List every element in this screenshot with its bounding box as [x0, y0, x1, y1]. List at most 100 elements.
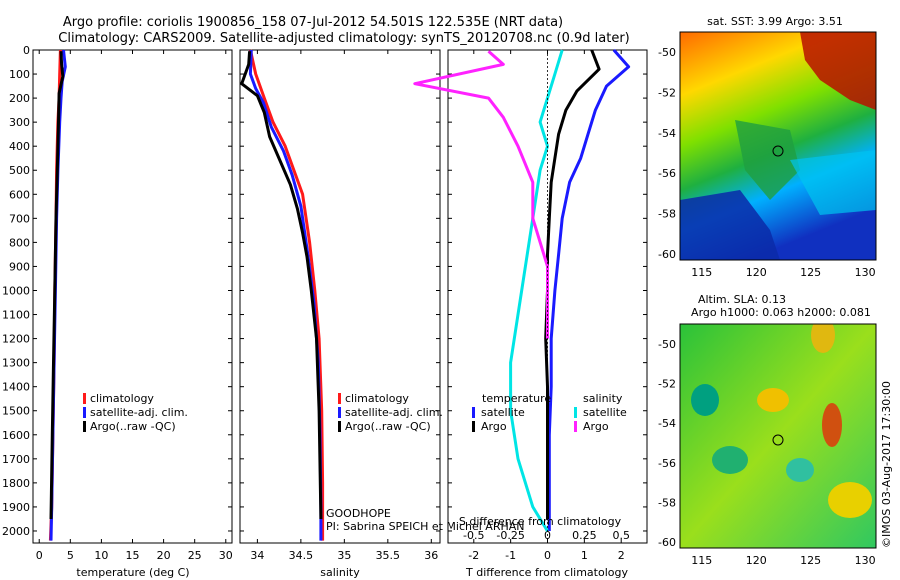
sst_map-xtick-label: 125 [800, 266, 821, 279]
sst-cyan-band [790, 150, 876, 215]
depth-tick-label: 200 [9, 92, 30, 105]
depth-tick-label: 2000 [2, 525, 30, 538]
sst-map-title: sat. SST: 3.99 Argo: 3.51 [707, 15, 843, 28]
legend-header-salinity: salinity [583, 392, 623, 405]
sla_map-xtick-label: 115 [691, 554, 712, 567]
sla-anomaly-high-4 [828, 482, 872, 518]
difference-xtick-top-label: 0.25 [572, 529, 597, 542]
depth-tick-label: 1300 [2, 357, 30, 370]
sst_map-xtick-label: 120 [746, 266, 767, 279]
salinity-xtick-label: 34 [250, 549, 264, 562]
temperature-xtick-label: 20 [157, 549, 171, 562]
title-line-2: Climatology: CARS2009. Satellite-adjuste… [58, 31, 630, 46]
sla-anomaly-low-3 [786, 458, 814, 482]
temperature-xtick-label: 30 [219, 549, 233, 562]
salinity-axis-label: salinity [320, 566, 360, 579]
salinity-legend: climatology satellite-adj. clim. Argo(..… [338, 392, 443, 433]
salinity-xtick-label: 35.5 [376, 549, 401, 562]
depth-tick-label: 1900 [2, 501, 30, 514]
sla_map-xtick-label: 125 [800, 554, 821, 567]
pi-label: PI: Sabrina SPEICH et Michel ARHAN [326, 520, 525, 533]
depth-tick-label: 1700 [2, 453, 30, 466]
temperature-axis-label: temperature (deg C) [76, 566, 189, 579]
depth-tick-label: 1100 [2, 309, 30, 322]
sst-argo-marker [772, 145, 784, 157]
legend-label-satellite: satellite-adj. clim. [345, 406, 443, 419]
sla-anomaly-low-1 [691, 384, 719, 416]
depth-tick-label: 300 [9, 116, 30, 129]
legend-swatch-argo [338, 421, 341, 432]
depth-tick-label: 1200 [2, 333, 30, 346]
legend-swatch-climatology [338, 393, 341, 404]
temperature-xtick-label: 0 [36, 549, 43, 562]
sla_map-ytick-label: -58 [658, 496, 676, 509]
depth-tick-label: 700 [9, 212, 30, 225]
sst_map-xtick-label: 130 [855, 266, 876, 279]
legend-label-climatology: climatology [345, 392, 409, 405]
difference-xtick-label: -1 [505, 549, 516, 562]
series-layer [48, 49, 631, 541]
difference-legend: temperature salinity satellite Argo sate… [472, 392, 627, 433]
difference-series-temperature-satellite [547, 49, 631, 531]
sla-anomaly-high-2 [822, 403, 842, 447]
temperature-series-argo-raw-qc [49, 51, 65, 520]
depth-tick-label: 500 [9, 164, 30, 177]
axes-layer: 0 5 10 15 20 25 300100200300400500600700800900… [2, 44, 876, 567]
sla_map-ytick-label: -56 [658, 457, 676, 470]
legend-swatch-climatology [83, 393, 86, 404]
sla-argo-marker [772, 434, 784, 446]
sst_map-ytick-label: -56 [658, 167, 676, 180]
difference-series-salinity-satellite [509, 49, 564, 532]
sst_map-ytick-label: -54 [658, 127, 676, 140]
sla-anomaly-high-1 [811, 324, 835, 353]
difference-xtick-label: 0 [544, 549, 551, 562]
salinity-xtick-label: 34.5 [289, 549, 314, 562]
depth-tick-label: 1400 [2, 381, 30, 394]
depth-tick-label: 600 [9, 188, 30, 201]
depth-tick-label: 100 [9, 68, 30, 81]
temperature-xtick-label: 5 [67, 549, 74, 562]
temperature-xtick-label: 15 [126, 549, 140, 562]
difference-xtick-label: -2 [468, 549, 479, 562]
title-line-1: Argo profile: coriolis 1900856_158 07-Ju… [63, 15, 563, 30]
legend-header-temperature: temperature [482, 392, 551, 405]
sla_map-ytick-label: -54 [658, 417, 676, 430]
difference-xtick-top-label: -0.25 [496, 529, 524, 542]
sla_map-xtick-label: 130 [855, 554, 876, 567]
sla_map-xtick-label: 120 [746, 554, 767, 567]
project-label: GOODHOPE [326, 507, 391, 520]
legend-label-argo: Argo(..raw -QC) [90, 420, 176, 433]
sla-map-frame [679, 323, 877, 549]
difference-series-salinity-argo [413, 50, 549, 339]
sla_map-ytick-label: -52 [658, 377, 676, 390]
sst_map-ytick-label: -58 [658, 208, 676, 221]
legend-label-t-argo: Argo [481, 420, 507, 433]
sst_map-ytick-label: -50 [658, 46, 676, 59]
depth-tick-label: 1500 [2, 405, 30, 418]
sst_map-ytick-label: -52 [658, 87, 676, 100]
salinity-plot-frame [239, 49, 441, 544]
legend-swatch-argo [83, 421, 86, 432]
salinity-xtick-label: 35 [337, 549, 351, 562]
salinity-series-argo-raw-qc [240, 51, 323, 520]
legend-label-t-satellite: satellite [481, 406, 525, 419]
salinity-difference-axis-label: S difference from climatology [459, 515, 622, 528]
legend-swatch-s-argo [574, 421, 577, 432]
sla_map-ytick-label: -50 [658, 338, 676, 351]
legend-swatch-s-satellite [574, 407, 577, 418]
temperature-xtick-label: 25 [188, 549, 202, 562]
difference-axis-label: T difference from climatology [465, 566, 628, 579]
sst-green-tongue [735, 120, 800, 200]
sst-map [680, 32, 876, 260]
sla-anomaly-low-2 [712, 446, 748, 474]
legend-label-climatology: climatology [90, 392, 154, 405]
sla-map-title: Altim. SLA: 0.13 [698, 293, 786, 306]
legend-swatch-t-argo [472, 421, 475, 432]
depth-tick-label: 1000 [2, 284, 30, 297]
legend-swatch-t-satellite [472, 407, 475, 418]
difference-xtick-top-label: -0.5 [463, 529, 484, 542]
sst-cold-patch [680, 190, 780, 260]
sla-anomaly-high-3 [757, 388, 789, 412]
temperature-legend: climatology satellite-adj. clim. Argo(..… [83, 392, 188, 433]
